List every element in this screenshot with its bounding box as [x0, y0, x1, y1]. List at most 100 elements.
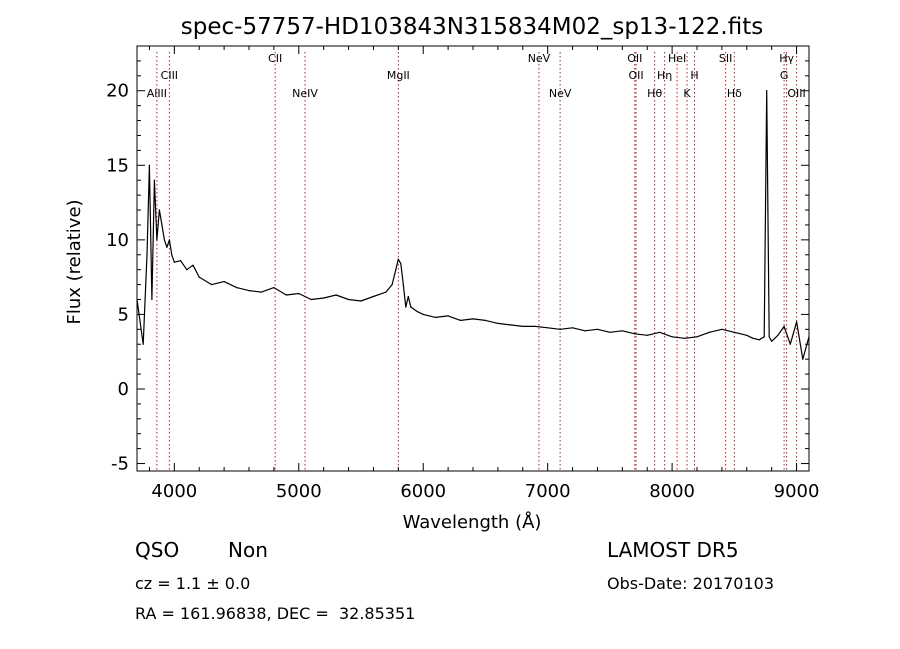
line-marker-label: AlIII: [147, 87, 167, 100]
data-point: [397, 258, 399, 260]
y-tick-label: 15: [106, 155, 129, 176]
data-point: [391, 284, 393, 286]
data-point: [168, 239, 170, 241]
data-point: [310, 298, 312, 301]
line-marker-label: G: [780, 69, 789, 82]
data-point: [796, 321, 798, 323]
line-marker-label: H: [690, 69, 698, 82]
line-marker-label: OII: [628, 69, 643, 82]
data-point: [547, 327, 549, 329]
data-point: [192, 264, 194, 266]
data-point: [621, 330, 623, 332]
x-tick-label: 8000: [649, 481, 695, 502]
data-point: [161, 224, 163, 226]
data-point: [260, 291, 262, 293]
plot-frame: [136, 45, 810, 472]
data-point: [484, 319, 486, 321]
y-tick-label: 20: [106, 81, 129, 102]
redshift-cz: cz = 1.1 ± 0.0: [135, 574, 251, 593]
data-point: [236, 287, 238, 289]
data-point: [708, 331, 711, 333]
data-point: [166, 246, 168, 248]
x-tick-label: 7000: [525, 481, 571, 502]
data-point: [584, 330, 586, 332]
line-markers: AlIII CIII CII NeIV MgII NeV NeV OII OII Hθ Hη HeI H…: [147, 52, 806, 471]
chart-title: spec-57757-HD103843N315834M02_sp13-122.f…: [181, 14, 763, 40]
spectrum-line: [136, 90, 810, 360]
data-point: [766, 90, 768, 92]
x-axis-label: Wavelength (Å): [403, 511, 542, 533]
data-point: [385, 291, 387, 293]
line-marker-label: HeI: [668, 52, 686, 65]
line-marker-label: NeIV: [292, 87, 318, 100]
data-point: [559, 328, 561, 330]
data-point: [405, 306, 407, 308]
x-tick-label: 5000: [276, 481, 322, 502]
data-point: [746, 334, 748, 336]
data-point: [497, 322, 499, 324]
x-tick-label: 4000: [151, 481, 197, 502]
data-point: [173, 261, 175, 263]
data-point: [763, 336, 765, 338]
coordinates: RA = 161.96838, DEC = 32.85351: [135, 604, 416, 623]
data-point: [435, 316, 437, 318]
line-marker-label: OII: [627, 52, 642, 65]
data-point: [298, 292, 300, 295]
object-subclass: Non: [228, 538, 268, 562]
data-point: [211, 284, 213, 286]
data-point: [671, 336, 673, 338]
data-point: [758, 339, 760, 341]
line-marker-label: NeV: [549, 87, 572, 100]
line-marker-label: Hγ: [779, 52, 794, 65]
data-point: [646, 334, 648, 336]
data-point: [416, 310, 418, 312]
data-point: [771, 340, 773, 342]
data-point: [696, 336, 698, 338]
data-point: [402, 284, 404, 286]
data-point: [285, 294, 287, 296]
line-marker-label: MgII: [387, 69, 410, 82]
data-point: [151, 298, 153, 301]
x-tick-label: 9000: [774, 481, 820, 502]
data-point: [789, 343, 791, 345]
data-point: [395, 269, 397, 271]
data-point: [186, 269, 188, 271]
data-point: [273, 287, 275, 289]
data-point: [802, 358, 804, 360]
data-point: [572, 327, 574, 329]
line-marker-label: SII: [719, 52, 732, 65]
data-point: [733, 331, 735, 333]
data-point: [156, 239, 158, 241]
data-point: [596, 328, 599, 330]
data-point: [348, 298, 350, 301]
data-point: [767, 209, 769, 211]
data-point: [609, 331, 611, 333]
data-point: [323, 297, 325, 299]
data-point: [335, 294, 337, 296]
data-point: [180, 260, 182, 262]
data-point: [146, 254, 148, 256]
y-axis: -5 0 5 10 15 20: [106, 60, 809, 475]
data-point: [153, 179, 155, 181]
data-point: [659, 331, 661, 333]
y-tick-label: -5: [111, 454, 129, 475]
data-point: [248, 290, 250, 292]
data-point: [684, 337, 686, 339]
y-axis-label: Flux (relative): [64, 199, 85, 324]
line-marker-label: K: [683, 87, 691, 100]
data-point: [422, 313, 424, 315]
y-tick-label: 10: [106, 230, 129, 251]
line-marker-label: CIII: [161, 69, 178, 82]
line-marker-label: CII: [268, 52, 282, 65]
x-axis: 4000 5000 6000 7000 8000 9000: [148, 46, 820, 502]
data-point: [410, 306, 412, 308]
data-point: [472, 318, 474, 320]
y-tick-label: 5: [118, 304, 129, 325]
data-point: [783, 325, 785, 327]
data-point: [400, 263, 402, 265]
line-marker-label: OIII: [787, 87, 805, 100]
x-tick-label: 6000: [400, 481, 446, 502]
data-point: [768, 336, 770, 338]
survey-name: LAMOST DR5: [607, 538, 739, 562]
